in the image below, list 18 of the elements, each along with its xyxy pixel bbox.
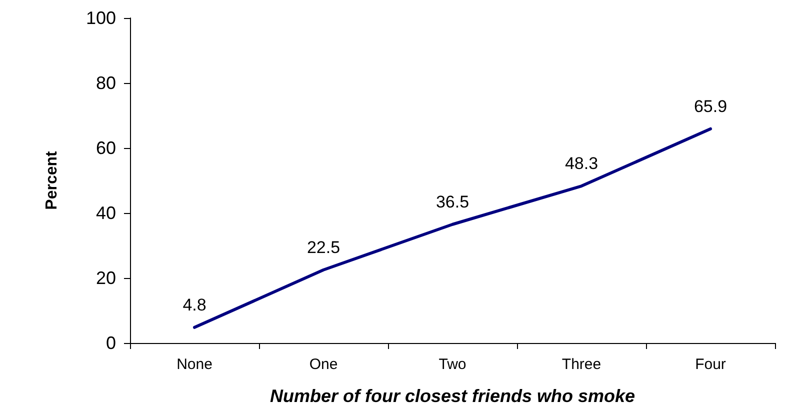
data-label: 65.9 xyxy=(694,96,728,116)
data-label: 48.3 xyxy=(564,154,598,174)
y-tick-label: 80 xyxy=(96,73,116,93)
x-tick-label: Three xyxy=(562,356,602,373)
y-tick-label: 100 xyxy=(86,8,116,28)
data-label: 4.8 xyxy=(182,295,206,314)
y-tick-label: 0 xyxy=(106,333,116,353)
x-tick-label: Two xyxy=(438,356,466,373)
y-tick-label: 40 xyxy=(96,203,116,223)
data-label: 36.5 xyxy=(436,192,470,212)
y-tick-label: 60 xyxy=(96,138,116,158)
x-axis-title: Number of four closest friends who smoke xyxy=(270,386,636,406)
x-tick-label: Four xyxy=(695,356,726,373)
x-tick-label: One xyxy=(309,356,338,373)
data-label: 22.5 xyxy=(306,238,340,257)
y-tick-label: 20 xyxy=(96,268,116,288)
y-axis-title: Percent xyxy=(44,150,60,210)
x-tick-label: None xyxy=(176,356,212,373)
